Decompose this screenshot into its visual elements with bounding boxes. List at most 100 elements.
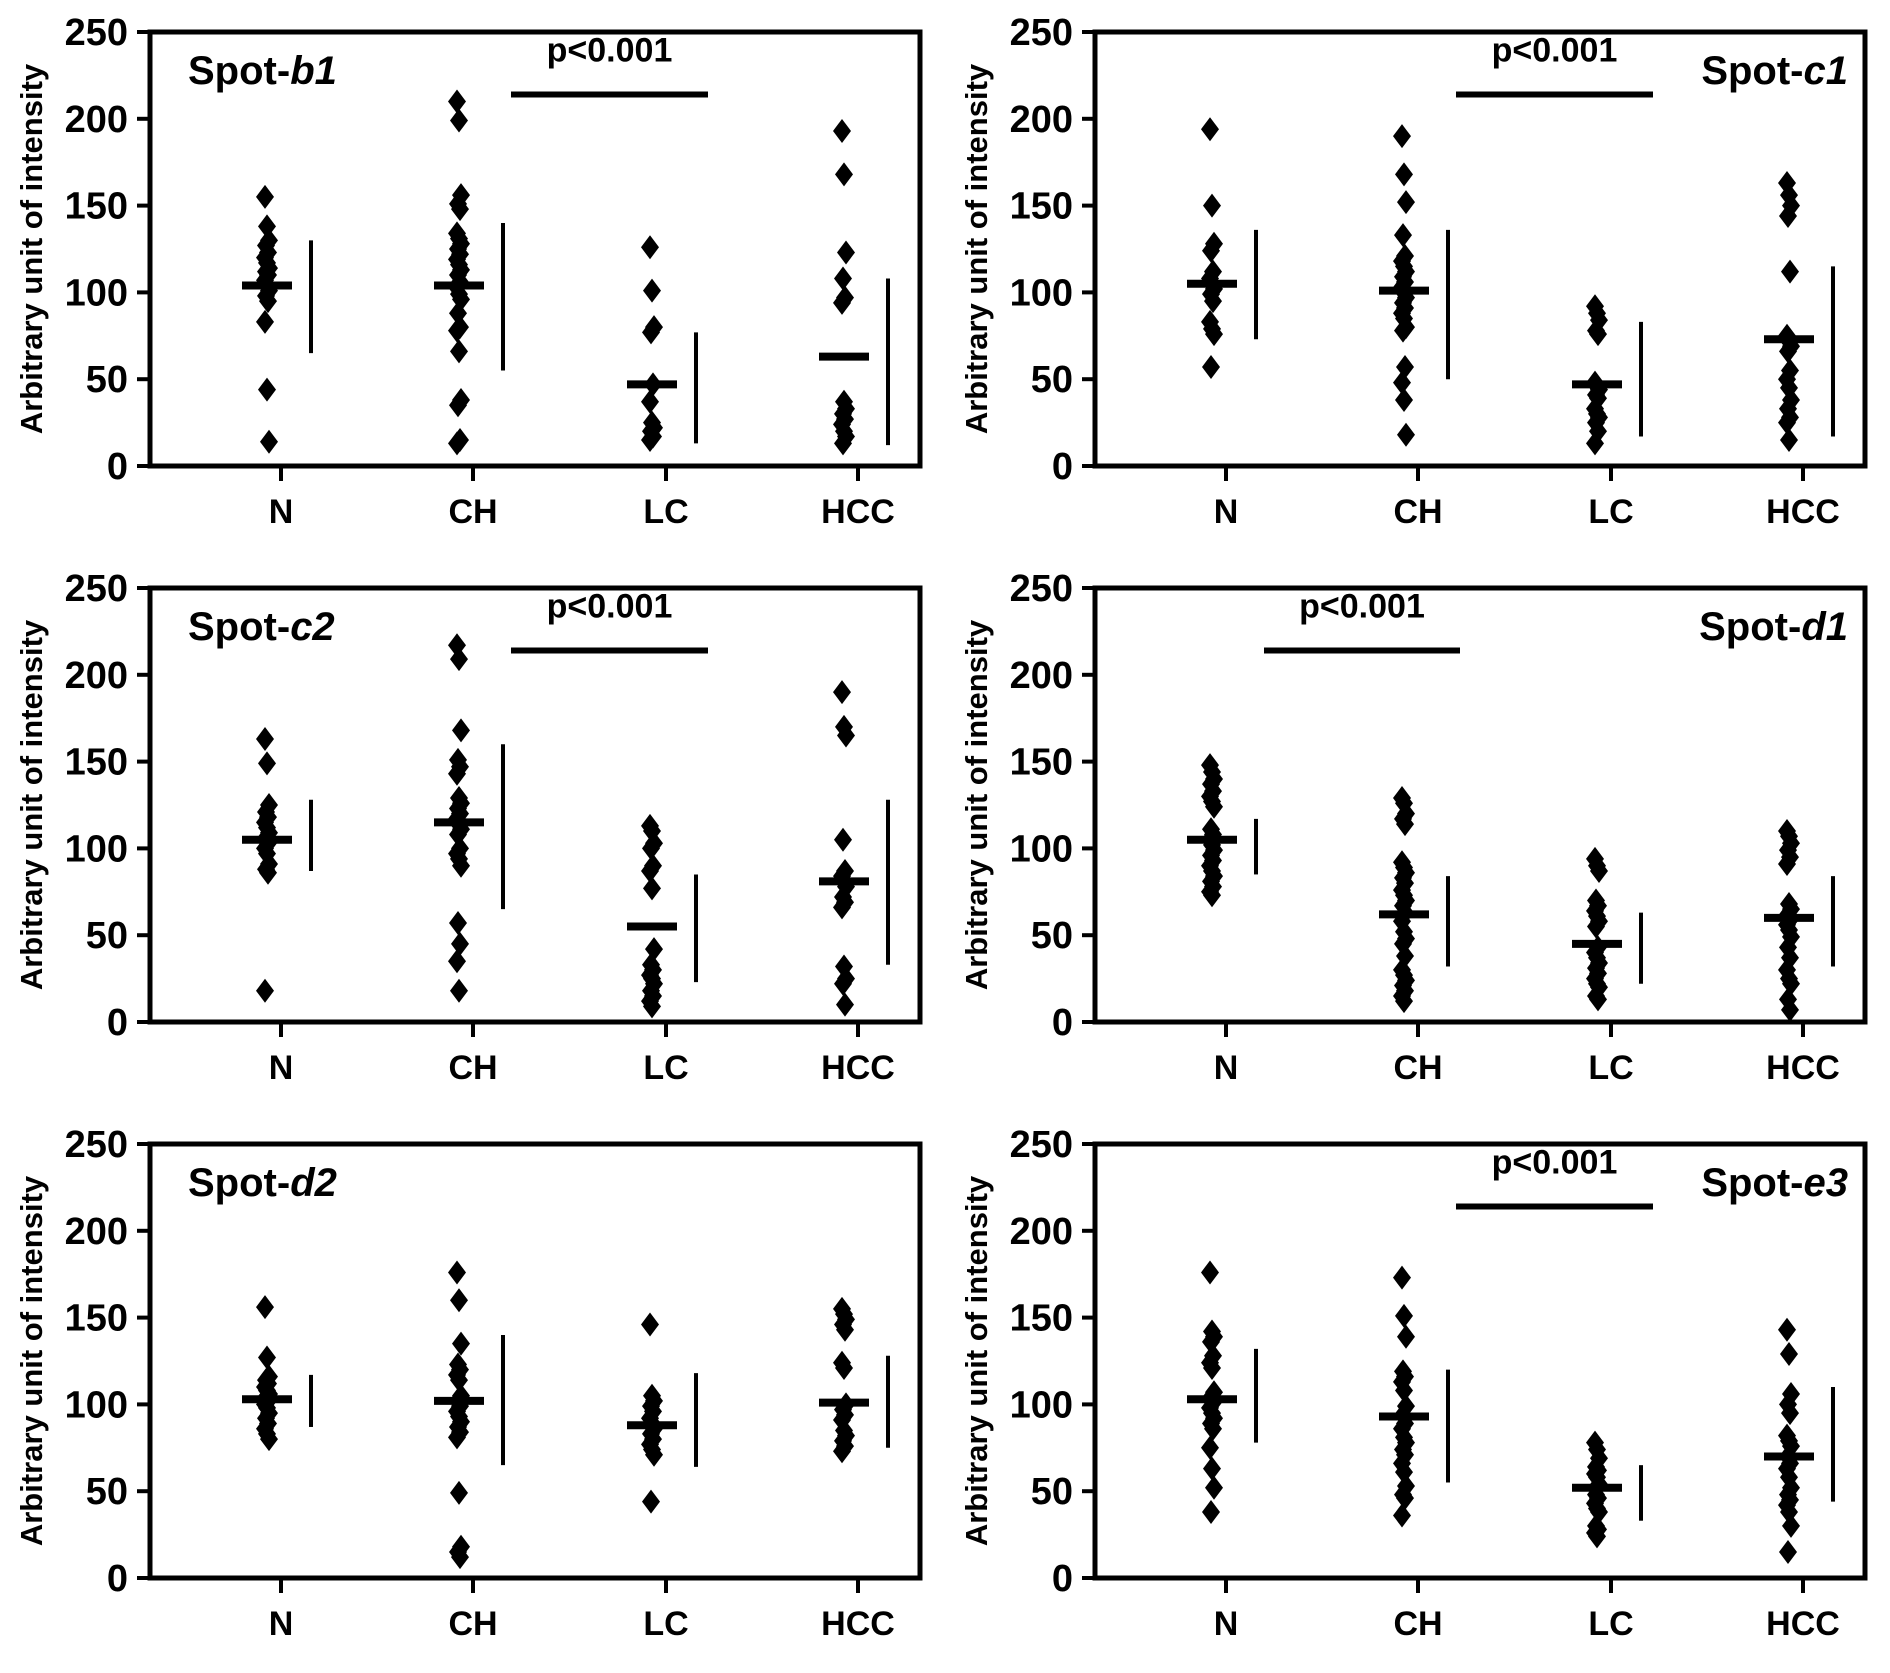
data-point-diamond — [448, 1425, 466, 1450]
x-axis-category-label: N — [1214, 1049, 1239, 1087]
data-point-diamond — [1778, 410, 1796, 435]
x-axis-category-label: CH — [448, 1605, 497, 1643]
data-point-diamond — [1201, 1435, 1219, 1460]
data-point-diamond — [1588, 1524, 1606, 1549]
y-axis-tick-label: 0 — [1052, 446, 1073, 488]
x-axis-category-label: HCC — [1766, 493, 1840, 531]
y-axis-title: Arbitrary unit of intensity — [959, 1175, 994, 1546]
data-point-diamond — [1205, 794, 1223, 819]
significance-label: p<0.001 — [547, 588, 673, 626]
data-point-diamond — [449, 393, 467, 418]
data-point-diamond — [451, 931, 469, 956]
data-point-diamond — [641, 858, 659, 883]
y-axis-tick-label: 250 — [1010, 12, 1073, 54]
y-axis-tick-label: 200 — [65, 1211, 128, 1253]
data-point-diamond — [1203, 1456, 1221, 1481]
panel-spot-c1: 0 50 100 150 200 250 Arbitrary unit of intensi… — [945, 0, 1890, 556]
data-point-diamond — [256, 309, 274, 334]
data-point-diamond — [643, 876, 661, 901]
data-point-diamond — [1204, 1416, 1222, 1441]
panel-title: Spot-e3 — [1701, 1161, 1848, 1205]
data-point-diamond — [1396, 1486, 1414, 1511]
x-axis-category-label: N — [269, 1049, 294, 1087]
y-axis-tick-label: 150 — [1010, 1298, 1073, 1340]
plot-box — [1092, 29, 1868, 469]
significance-label: p<0.001 — [1299, 588, 1425, 626]
data-point-diamond — [1393, 1265, 1411, 1290]
data-point-diamond — [1202, 1500, 1220, 1525]
panel-svg-spot-d2: 0 50 100 150 200 250 Arbitrary unit of intensi… — [14, 1124, 923, 1643]
data-point-diamond — [1202, 355, 1220, 380]
data-point-diamond — [1394, 223, 1412, 248]
data-point-diamond — [1780, 1342, 1798, 1367]
x-axis-category-label: LC — [643, 1049, 688, 1087]
data-point-diamond — [833, 290, 851, 315]
x-axis-category-label: CH — [448, 1049, 497, 1087]
y-axis-tick-label: 250 — [65, 568, 128, 610]
data-point-diamond — [449, 911, 467, 936]
data-point-diamond — [258, 377, 276, 402]
data-point-diamond — [834, 971, 852, 996]
data-point-diamond — [259, 860, 277, 885]
x-axis-category-label: HCC — [1766, 1605, 1840, 1643]
panel-spot-b1: 0 50 100 150 200 250 Arbitrary unit of intensi… — [0, 0, 945, 556]
data-point-diamond — [258, 751, 276, 776]
y-axis-tick-label: 0 — [1052, 1558, 1073, 1600]
panel-spot-c2: 0 50 100 150 200 250 Arbitrary unit of intensi… — [0, 556, 945, 1112]
data-point-diamond — [645, 1442, 663, 1467]
data-point-diamond — [448, 318, 466, 343]
data-point-diamond — [1397, 190, 1415, 215]
panel-title: Spot-c1 — [1701, 49, 1848, 93]
panel-title: Spot-d1 — [1699, 605, 1848, 649]
data-point-diamond — [451, 197, 469, 222]
data-point-diamond — [1205, 1475, 1223, 1500]
data-point-diamond — [450, 647, 468, 672]
data-point-diamond — [643, 994, 661, 1019]
data-point-diamond — [448, 1260, 466, 1285]
y-axis-tick-label: 100 — [1010, 828, 1073, 870]
plot-box — [147, 1141, 923, 1581]
data-point-diamond — [1779, 204, 1797, 229]
data-point-diamond — [1395, 162, 1413, 187]
y-axis-tick-label: 0 — [107, 446, 128, 488]
data-point-diamond — [452, 1331, 470, 1356]
y-axis-tick-label: 50 — [1031, 1471, 1073, 1513]
data-point-diamond — [1781, 1401, 1799, 1426]
data-point-diamond — [641, 389, 659, 414]
y-axis-tick-label: 150 — [65, 742, 128, 784]
x-axis-category-label: HCC — [821, 1049, 895, 1087]
data-point-diamond — [1395, 989, 1413, 1014]
y-axis-tick-label: 250 — [1010, 568, 1073, 610]
data-point-diamond — [1781, 997, 1799, 1022]
significance-label: p<0.001 — [1492, 1144, 1618, 1182]
data-point-diamond — [1587, 914, 1605, 939]
panel-spot-d1: 0 50 100 150 200 250 Arbitrary unit of intensi… — [945, 556, 1890, 1112]
y-axis-tick-label: 250 — [65, 1124, 128, 1166]
data-point-diamond — [1204, 289, 1222, 314]
data-point-diamond — [1393, 124, 1411, 149]
y-axis-tick-label: 100 — [65, 1384, 128, 1426]
data-point-diamond — [452, 718, 470, 743]
panel-spot-e3: 0 50 100 150 200 250 Arbitrary unit of intensi… — [945, 1112, 1890, 1668]
data-point-diamond — [256, 727, 274, 752]
data-point-diamond — [450, 339, 468, 364]
data-point-diamond — [643, 819, 661, 844]
data-point-diamond — [450, 1368, 468, 1393]
data-point-diamond — [1396, 812, 1414, 837]
data-point-diamond — [448, 761, 466, 786]
x-axis-category-label: LC — [1588, 1605, 1633, 1643]
data-point-diamond — [643, 278, 661, 303]
data-point-diamond — [1782, 1513, 1800, 1538]
plot-box — [147, 585, 923, 1025]
x-axis-category-label: N — [1214, 493, 1239, 531]
data-point-diamond — [1203, 883, 1221, 908]
y-axis-tick-label: 200 — [1010, 99, 1073, 141]
data-point-diamond — [451, 1545, 469, 1570]
data-point-diamond — [837, 240, 855, 265]
y-axis-title: Arbitrary unit of intensity — [14, 63, 49, 434]
panel-svg-spot-e3: 0 50 100 150 200 250 Arbitrary unit of intensi… — [959, 1124, 1868, 1643]
x-axis-category-label: CH — [1393, 493, 1442, 531]
y-axis-tick-label: 200 — [1010, 655, 1073, 697]
x-axis-category-label: CH — [1393, 1605, 1442, 1643]
